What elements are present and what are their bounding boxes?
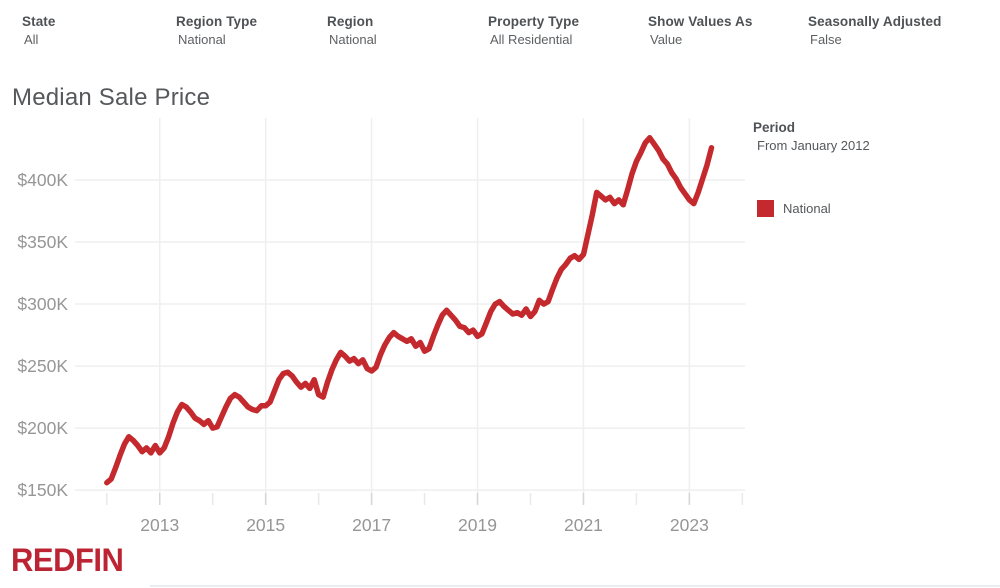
y-tick-label: $150K [17,480,68,500]
filter-region-type-label: Region Type [176,14,258,29]
y-tick-label: $250K [17,356,68,376]
filter-bar: State All Region Type National Region Na… [0,0,1000,60]
legend-period-value: From January 2012 [757,138,870,153]
filter-state-label: State [22,14,56,29]
x-tick-label: 2021 [564,515,603,535]
bottom-divider [150,585,1000,587]
filter-region-type-value[interactable]: National [178,32,226,47]
x-tick-label: 2015 [246,515,285,535]
x-tick-label: 2013 [140,515,179,535]
page-title: Median Sale Price [12,84,211,111]
legend-color-swatch [757,200,774,217]
legend-series-label: National [783,201,831,216]
legend-series-national[interactable]: National [757,200,831,217]
filter-region-value[interactable]: National [329,32,377,47]
x-tick-label: 2023 [670,515,709,535]
filter-seasonally-adjusted[interactable]: Seasonally Adjusted False [808,14,941,47]
filter-show-values-as[interactable]: Show Values As Value [648,14,752,47]
filter-seasonally-adjusted-value[interactable]: False [810,32,842,47]
filter-show-values-as-label: Show Values As [648,14,753,29]
filter-region[interactable]: Region National [327,14,377,47]
legend-period-label: Period [753,120,796,135]
filter-state-value[interactable]: All [24,32,39,47]
filter-show-values-as-value[interactable]: Value [650,32,683,47]
filter-property-type-value[interactable]: All Residential [490,32,573,47]
filter-property-type-label: Property Type [488,14,580,29]
y-tick-label: $200K [17,418,68,438]
filter-property-type[interactable]: Property Type All Residential [488,14,579,47]
filter-region-type[interactable]: Region Type National [176,14,257,47]
x-tick-label: 2017 [352,515,391,535]
redfin-logo[interactable]: REDFIN [11,542,124,579]
filter-state[interactable]: State All [22,14,56,47]
chart-legend: Period From January 2012 National [753,120,993,217]
y-tick-label: $300K [17,294,68,314]
y-tick-label: $400K [17,170,68,190]
filter-seasonally-adjusted-label: Seasonally Adjusted [808,14,942,29]
price-line-national[interactable] [104,135,715,486]
x-tick-label: 2019 [458,515,497,535]
y-tick-label: $350K [17,232,68,252]
filter-region-label: Region [327,14,374,29]
